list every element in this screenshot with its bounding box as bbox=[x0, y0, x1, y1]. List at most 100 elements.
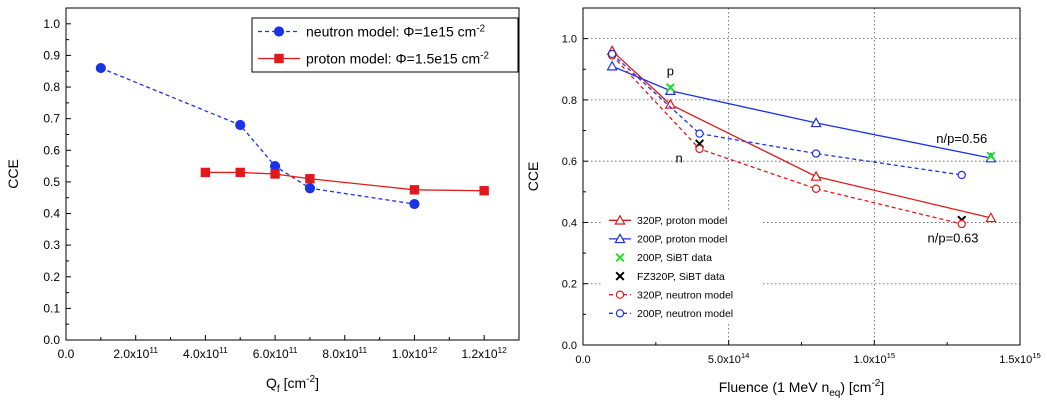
legend-marker bbox=[273, 26, 285, 37]
legend-label: neutron model: Φ=1e15 cm-2 bbox=[306, 23, 485, 39]
series-320p-neutron-model bbox=[607, 51, 966, 229]
x-tick-label: 5.0x1014 bbox=[708, 351, 750, 366]
data-point bbox=[479, 186, 489, 196]
y-axis: 0.0 0.2 0.4 0.6 0.8 1.0 bbox=[562, 7, 588, 352]
y-tick-label: 0.8 bbox=[562, 95, 577, 107]
legend-label: 320P, neutron model bbox=[637, 289, 733, 301]
data-point bbox=[304, 183, 316, 194]
annotation-label: p bbox=[667, 63, 674, 78]
data-point bbox=[606, 60, 618, 71]
x-axis-title: Qf [cm-2] bbox=[266, 374, 319, 395]
x-axis-title-subscript: eq bbox=[829, 388, 840, 399]
data-point bbox=[811, 184, 821, 193]
legend-label-superscript: -2 bbox=[476, 23, 485, 34]
legend-item: 200P, SiBT data bbox=[615, 252, 712, 264]
x-tick-exponent: 12 bbox=[498, 345, 508, 355]
legend-label-text: neutron model: Φ=1e15 cm bbox=[306, 23, 476, 39]
y-tick-label: 0.2 bbox=[43, 270, 60, 284]
x-tick-label: 1.2x1012 bbox=[461, 345, 507, 361]
legend-marker-stroke-b bbox=[615, 271, 625, 281]
x-tick-label: 0.0 bbox=[58, 347, 75, 361]
legend-box bbox=[603, 210, 763, 322]
x-axis-title-superscript: -2 bbox=[871, 378, 880, 389]
legend-marker bbox=[274, 53, 284, 64]
x-tick-base: 8.0x10 bbox=[322, 347, 358, 361]
legend-box bbox=[251, 17, 519, 73]
legend-label: 200P, SiBT data bbox=[637, 252, 712, 264]
legend-marker bbox=[614, 233, 626, 244]
x-axis-title: Fluence (1 MeV neq) [cm-2] bbox=[719, 378, 885, 399]
y-tick-label: 0.4 bbox=[562, 217, 577, 229]
data-point bbox=[607, 49, 617, 59]
y-tick-label: 1.0 bbox=[562, 34, 577, 46]
legend-item: 200P, neutron model bbox=[609, 308, 733, 320]
data-point bbox=[665, 83, 675, 93]
y-tick-label: 0.0 bbox=[43, 333, 60, 347]
annotation-label: n bbox=[676, 151, 683, 166]
legend-marker bbox=[614, 214, 626, 225]
legend-label-text: 320P, neutron model bbox=[637, 289, 733, 301]
data-point bbox=[305, 174, 315, 184]
data-point bbox=[409, 198, 420, 210]
annotation-label: n/p=0.56 bbox=[936, 131, 987, 146]
x-tick-exponent: 11 bbox=[289, 345, 298, 355]
x-tick-exponent: 11 bbox=[358, 345, 367, 355]
x-axis-title-main: Q bbox=[266, 375, 277, 391]
legend-marker bbox=[615, 290, 625, 299]
legend-marker-stroke-b bbox=[615, 252, 625, 263]
series-200p-proton-model bbox=[606, 60, 997, 163]
y-tick-label: 0.1 bbox=[43, 301, 60, 315]
series-line bbox=[611, 53, 962, 176]
x-tick-base: 1.0x10 bbox=[854, 354, 887, 366]
plot-frame bbox=[65, 7, 520, 341]
x-axis: 0.0 5.0x1014 1.0x1015 1.5x1015 bbox=[575, 340, 1041, 366]
x-tick-label: 2.0x1011 bbox=[113, 345, 158, 361]
data-point-stroke-b bbox=[665, 83, 675, 93]
legend-label-text: 200P, SiBT data bbox=[637, 252, 712, 264]
x-tick-base: 0.0 bbox=[575, 354, 590, 366]
legend-item: proton model: Φ=1.5e15 cm-2 bbox=[258, 50, 489, 66]
y-axis-title: CCE bbox=[5, 159, 21, 189]
x-tick-base: 4.0x10 bbox=[183, 347, 219, 361]
y-tick-label: 1.0 bbox=[43, 17, 60, 31]
x-tick-label: 8.0x1011 bbox=[322, 345, 367, 361]
data-point bbox=[409, 185, 420, 195]
x-tick-exponent: 14 bbox=[741, 351, 750, 360]
y-tick-label: 0.6 bbox=[43, 143, 60, 157]
x-tick-label: 4.0x1011 bbox=[183, 345, 228, 361]
y-tick-label: 0.4 bbox=[43, 207, 60, 221]
data-point bbox=[235, 119, 246, 131]
legend-item: 320P, neutron model bbox=[609, 289, 733, 301]
y-tick-label: 0.5 bbox=[43, 175, 60, 189]
data-point bbox=[810, 117, 822, 128]
y-tick-label: 0.6 bbox=[562, 156, 577, 168]
x-tick-label: 1.0x1015 bbox=[854, 351, 896, 366]
x-tick-base: 6.0x10 bbox=[253, 347, 289, 361]
annotation-label: n/p=0.63 bbox=[928, 230, 979, 245]
series-line bbox=[100, 67, 415, 205]
data-point bbox=[664, 98, 677, 109]
data-point bbox=[811, 149, 821, 158]
x-tick-exponent: 15 bbox=[1032, 351, 1041, 360]
series-neutron-model-1e15-cm-2 bbox=[95, 62, 420, 210]
x-axis: 0.0 2.0x1011 4.0x1011 6.0x1011 8.0x1011 1.0x1… bbox=[58, 335, 507, 361]
y-tick-label: 0.7 bbox=[43, 112, 60, 126]
x-tick-base: 1.5x10 bbox=[999, 354, 1032, 366]
data-point bbox=[957, 219, 966, 229]
data-point bbox=[810, 170, 822, 181]
legend-item: FZ320P, SiBT data bbox=[615, 271, 725, 283]
x-tick-label: 0.0 bbox=[575, 354, 590, 366]
y-tick-label: 0.2 bbox=[562, 279, 577, 291]
data-point bbox=[235, 167, 245, 178]
data-point bbox=[95, 62, 106, 74]
series-200p-neutron-model bbox=[607, 49, 966, 180]
data-point-stroke-b bbox=[986, 151, 996, 161]
chart-1: 0.0 2.0x1011 4.0x1011 6.0x1011 8.0x1011 1.0x1… bbox=[5, 7, 520, 395]
series-line bbox=[205, 171, 485, 192]
data-point bbox=[986, 151, 996, 161]
x-tick-base: 1.0x10 bbox=[392, 347, 428, 361]
y-tick-label: 0.8 bbox=[43, 80, 60, 94]
data-point bbox=[200, 167, 211, 178]
legend-label-text: 200P, proton model bbox=[637, 234, 727, 246]
x-tick-exponent: 15 bbox=[887, 351, 896, 360]
